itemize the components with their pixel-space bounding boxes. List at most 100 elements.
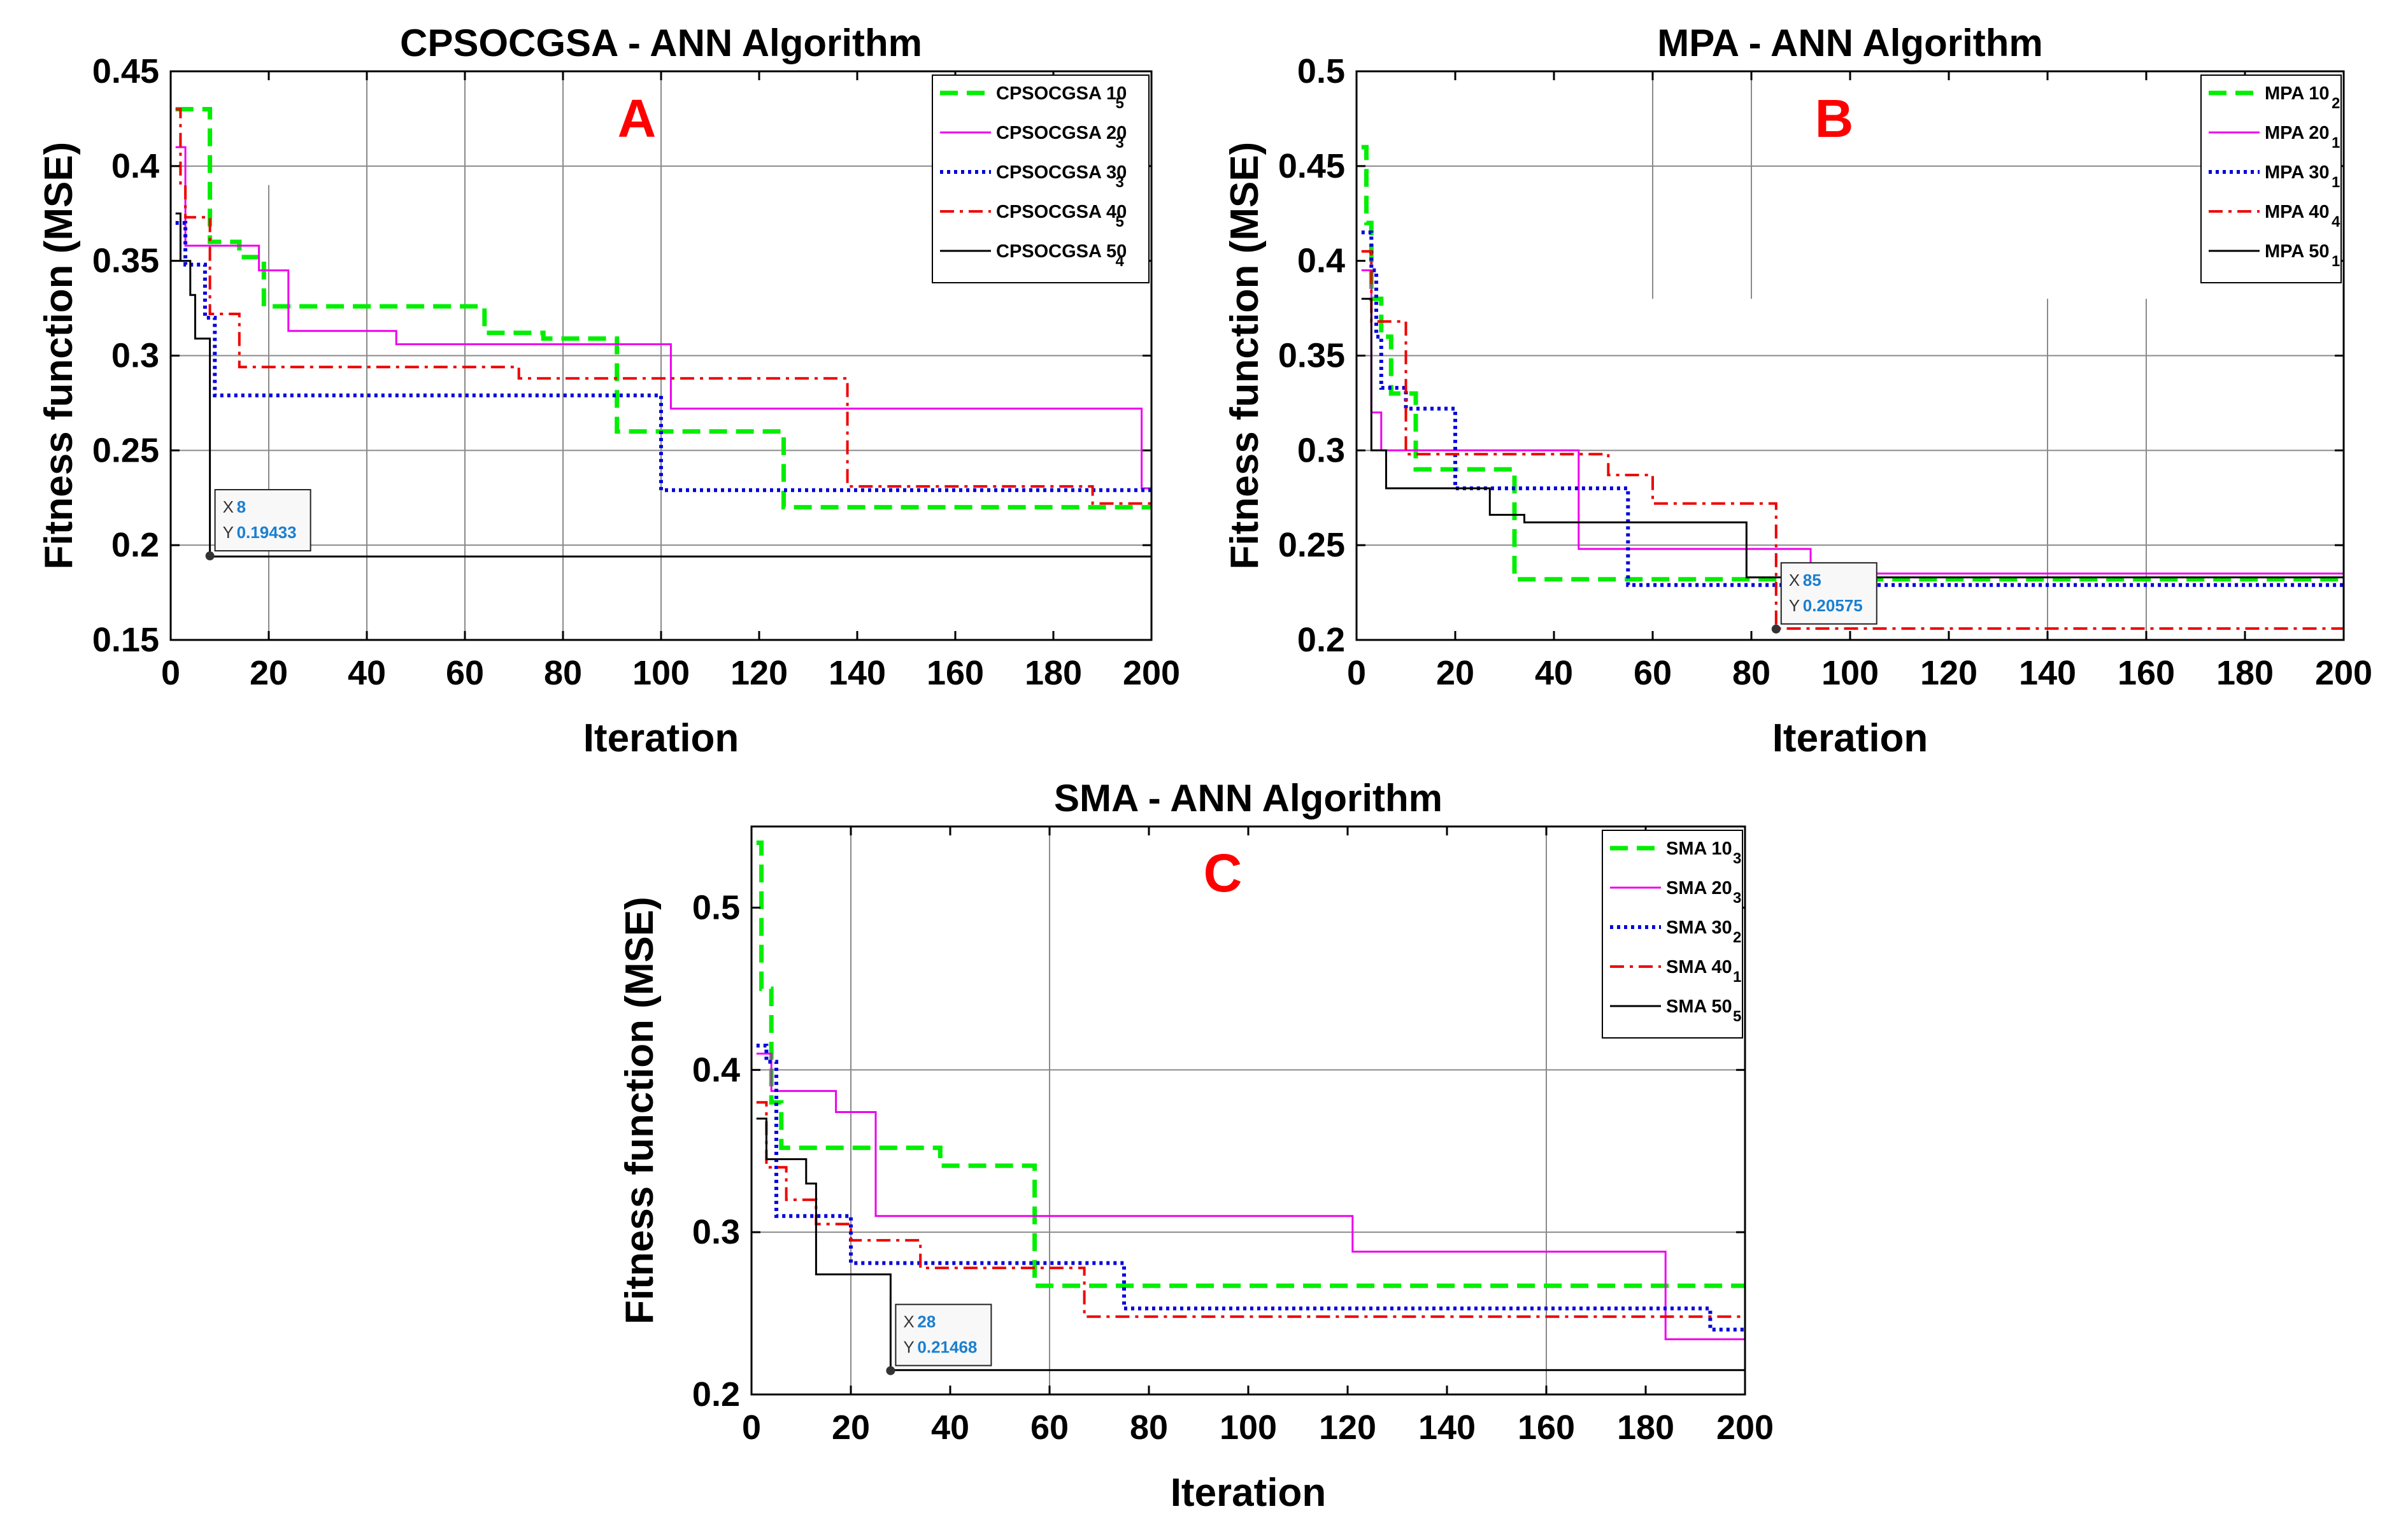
series-line-1 [175,107,1151,510]
y-axis-label: Fitness function (MSE) [37,142,81,570]
ticks: 0 20 40 60 80 100 120 140 160 180 200 0.2 0.3 0.4 0.5 [692,826,1774,1447]
y-tick-label: 0.25 [92,431,159,469]
x-axis-label: Iteration [1772,716,1928,760]
datatip-box [214,489,311,552]
legend-subscript: 1 [2332,253,2340,270]
x-tick-label: 40 [931,1408,969,1447]
legend-subscript: 5 [1116,213,1124,231]
series-line-3 [1361,231,2344,587]
x-tick-label: 200 [2315,654,2372,692]
plot-area [752,826,1745,1394]
x-tick-label: 140 [829,654,886,692]
y-tick-label: 0.3 [111,337,159,375]
x-tick-label: 40 [1535,654,1573,692]
datatip-x-value: 28 [917,1312,936,1331]
x-tick-label: 60 [1030,1408,1069,1447]
x-tick-label: 140 [1418,1408,1476,1447]
series-line-3 [175,221,1151,492]
x-tick-label: 20 [1436,654,1474,692]
y-tick-label: 0.5 [692,888,740,926]
legend-box [2200,74,2342,283]
x-tick-label: 0 [161,654,180,692]
y-tick-label: 0.25 [1278,526,1345,564]
datatip: X 8Y 0.19433 [205,489,311,561]
datatip-x-label: X [1789,571,1800,590]
chart-svg: 0 20 40 60 80 100 120 140 160 180 200 0.15 0.2 0.25 0.… [37,22,1180,760]
legend-label: CPSOCGSA 30 [996,162,1127,183]
datatip: X 28Y 0.21468 [886,1303,992,1375]
x-tick-label: 60 [446,654,484,692]
series-line-3 [756,1044,1745,1332]
datatip-x-label: X [223,497,234,516]
chart-panel-c: 0 20 40 60 80 100 120 140 160 180 200 0.2 0.3 0.4 0.5 I… [599,764,1809,1518]
legend-label: MPA 30 [2265,162,2330,183]
legend-label: SMA 40 [1666,957,1732,977]
series-line-4 [1361,250,2344,630]
y-tick-label: 0.2 [111,526,159,564]
x-tick-label: 20 [250,654,288,692]
legend-box [932,74,1150,283]
datatip-x-label: X [903,1312,914,1331]
panel-letter: A [618,89,657,148]
legend-subscript: 3 [1116,174,1124,191]
datatip-marker [886,1366,895,1375]
datatip-box [1780,562,1877,625]
y-tick-label: 0.35 [1278,337,1345,375]
grid-lines [752,826,1745,1394]
x-tick-label: 60 [1634,654,1672,692]
series-line-5 [175,212,1151,558]
y-tick-label: 0.5 [1297,52,1345,90]
x-tick-label: 160 [927,654,984,692]
y-tick-label: 0.4 [692,1051,740,1089]
legend-label: MPA 50 [2265,241,2330,262]
legend-subscript: 5 [1733,1008,1741,1025]
legend-box [1602,830,1743,1039]
y-tick-label: 0.3 [692,1213,740,1251]
datatip-y-value: 0.20575 [1803,596,1863,615]
series-line-2 [175,146,1151,490]
panel-letter: B [1815,89,1854,148]
datatip-marker [1771,624,1781,634]
datatip-y-label: Y [903,1338,914,1357]
legend-label: CPSOCGSA 40 [996,202,1127,222]
legend-label: SMA 30 [1666,918,1732,938]
x-tick-label: 80 [544,654,582,692]
series-line-1 [1361,145,2344,582]
legend-label: SMA 20 [1666,878,1732,898]
legend-label: MPA 10 [2265,83,2330,104]
legend-subscript: 1 [2332,134,2340,152]
datatip: X 85Y 0.20575 [1771,562,1877,634]
x-tick-label: 200 [1716,1408,1774,1447]
chart-title: MPA - ANN Algorithm [1657,22,2042,64]
datatip-x-value: 85 [1803,571,1821,590]
legend-subscript: 3 [1116,134,1124,152]
legend-subscript: 4 [1116,253,1125,270]
x-tick-label: 100 [1821,654,1879,692]
y-axis-label: Fitness function (MSE) [618,897,662,1324]
x-tick-label: 180 [2216,654,2274,692]
x-tick-label: 40 [348,654,386,692]
y-axis-label: Fitness function (MSE) [1223,142,1267,570]
datatip-y-label: Y [223,523,234,542]
series-line-5 [756,1117,1745,1372]
chart-title: CPSOCGSA - ANN Algorithm [400,22,922,64]
y-tick-label: 0.3 [1297,431,1345,469]
x-tick-label: 100 [632,654,690,692]
x-tick-label: 140 [2019,654,2076,692]
x-tick-label: 0 [742,1408,761,1447]
series-group [1361,145,2344,630]
legend-label: SMA 10 [1666,839,1732,859]
series-line-4 [175,108,1151,505]
legend-subscript: 5 [1116,95,1124,112]
y-tick-label: 0.45 [92,52,159,90]
series-line-4 [756,1101,1745,1318]
legend-subscript: 2 [2332,95,2340,112]
datatip-y-value: 0.19433 [237,523,297,542]
ticks: 0 20 40 60 80 100 120 140 160 180 200 0.15 0.2 0.25 0.… [92,52,1180,692]
datatip-y-label: Y [1789,596,1800,615]
x-tick-label: 180 [1025,654,1082,692]
